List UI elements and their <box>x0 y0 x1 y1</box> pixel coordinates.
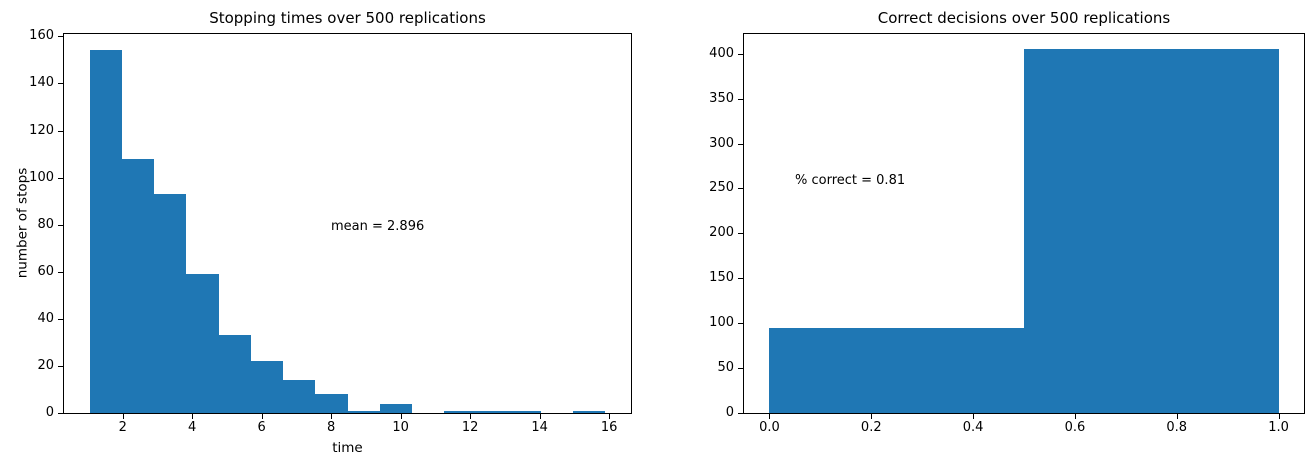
histogram-bar <box>573 411 605 413</box>
y-tick-label: 250 <box>709 180 734 195</box>
y-tick-mark <box>58 83 63 84</box>
x-tick-label: 0.6 <box>1064 420 1086 435</box>
histogram-bar <box>380 404 412 413</box>
y-tick-mark <box>58 36 63 37</box>
y-tick-mark <box>738 233 743 234</box>
histogram-bar <box>444 411 476 413</box>
y-tick-mark <box>738 278 743 279</box>
y-tick-label: 0 <box>45 405 54 420</box>
histogram-bar <box>315 394 348 413</box>
y-tick-label: 50 <box>717 360 734 375</box>
annotation-text: % correct = 0.81 <box>795 173 906 188</box>
histogram-bar <box>90 50 122 413</box>
x-tick-label: 4 <box>188 420 197 435</box>
histogram-bar <box>348 411 380 413</box>
histogram-bar <box>1024 49 1279 413</box>
chart-title: Correct decisions over 500 replications <box>877 9 1171 27</box>
y-tick-label: 20 <box>37 358 54 373</box>
x-tick-label: 6 <box>257 420 266 435</box>
x-tick-mark <box>540 414 541 419</box>
y-tick-label: 160 <box>29 28 54 43</box>
y-tick-mark <box>58 319 63 320</box>
x-tick-label: 14 <box>531 420 548 435</box>
x-tick-label: 1.0 <box>1268 420 1289 435</box>
x-tick-label: 0.0 <box>759 420 780 435</box>
y-tick-label: 40 <box>37 311 54 326</box>
x-tick-mark <box>331 414 332 419</box>
y-tick-label: 0 <box>725 405 734 420</box>
y-tick-label: 150 <box>709 270 734 285</box>
y-tick-label: 140 <box>29 75 54 90</box>
y-tick-mark <box>738 144 743 145</box>
y-tick-label: 200 <box>709 225 734 240</box>
y-tick-label: 400 <box>709 46 734 61</box>
y-tick-mark <box>58 178 63 179</box>
x-tick-mark <box>1177 414 1178 419</box>
y-tick-mark <box>58 131 63 132</box>
x-tick-mark <box>192 414 193 419</box>
y-tick-mark <box>738 99 743 100</box>
x-tick-label: 10 <box>392 420 409 435</box>
y-tick-mark <box>738 54 743 55</box>
y-tick-label: 100 <box>709 315 734 330</box>
y-tick-label: 350 <box>709 91 734 106</box>
x-tick-mark <box>470 414 471 419</box>
x-tick-mark <box>401 414 402 419</box>
histogram-bar <box>769 328 1024 413</box>
histogram-bar <box>122 159 154 413</box>
y-tick-mark <box>58 272 63 273</box>
histogram-bar <box>283 380 315 413</box>
histogram-bar <box>251 361 283 413</box>
x-tick-label: 16 <box>600 420 618 435</box>
y-tick-mark <box>738 368 743 369</box>
y-tick-mark <box>738 188 743 189</box>
x-tick-mark <box>123 414 124 419</box>
y-tick-mark <box>738 413 743 414</box>
y-tick-mark <box>738 323 743 324</box>
x-tick-mark <box>871 414 872 419</box>
histogram-bar <box>509 411 541 413</box>
x-tick-mark <box>1075 414 1076 419</box>
y-tick-label: 60 <box>37 264 54 279</box>
histogram-bar <box>154 194 186 413</box>
y-tick-label: 300 <box>709 136 734 151</box>
y-tick-mark <box>58 413 63 414</box>
y-tick-label: 120 <box>29 123 54 138</box>
histogram-bar <box>186 274 219 413</box>
x-tick-mark <box>1279 414 1280 419</box>
y-tick-label: 100 <box>29 170 54 185</box>
x-tick-label: 8 <box>327 420 336 435</box>
x-tick-label: 0.2 <box>860 420 882 435</box>
x-tick-label: 0.4 <box>962 420 984 435</box>
x-tick-mark <box>262 414 263 419</box>
y-tick-label: 80 <box>37 217 54 232</box>
annotation-text: mean = 2.896 <box>331 219 425 234</box>
x-tick-label: 2 <box>118 420 127 435</box>
chart-title: Stopping times over 500 replications <box>209 9 486 27</box>
x-tick-label: 0.8 <box>1166 420 1188 435</box>
histogram-bar <box>219 335 251 413</box>
y-tick-mark <box>58 366 63 367</box>
x-tick-mark <box>769 414 770 419</box>
plot-area: 2 4 6 8 10 12 14 16 0 20 40 60 80 100 120 140 160 mean = … <box>29 28 632 435</box>
x-tick-mark <box>609 414 610 419</box>
x-axis-label: time <box>332 440 363 456</box>
y-tick-mark <box>58 225 63 226</box>
x-tick-label: 12 <box>461 420 479 435</box>
plot-area: 0.0 0.2 0.4 0.6 0.8 1.0 0 50 100 150 200 250 300 350 4… <box>709 33 1305 435</box>
x-tick-mark <box>973 414 974 419</box>
histogram-bar <box>476 411 509 413</box>
